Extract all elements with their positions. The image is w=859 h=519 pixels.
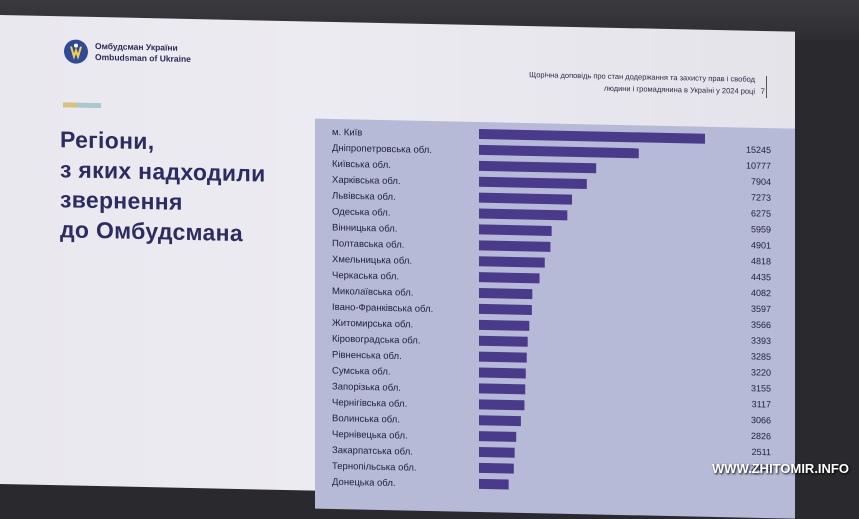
slide-title: Регіони, з яких надходили звернення до О… xyxy=(60,124,266,248)
value-label: 5959 xyxy=(751,224,771,234)
bar xyxy=(479,240,551,252)
bar xyxy=(479,192,573,205)
bar xyxy=(479,383,526,395)
bar xyxy=(479,319,530,331)
value-label: 3155 xyxy=(751,383,771,393)
category-label: Київська обл. xyxy=(332,159,391,171)
caption-divider xyxy=(766,76,767,99)
category-label: Полтавська обл. xyxy=(332,238,404,251)
value-label: 3285 xyxy=(751,351,771,361)
value-label: 2511 xyxy=(752,447,771,457)
report-caption: Щорічна доповідь про стан додержання та … xyxy=(529,69,767,99)
bar xyxy=(479,224,552,236)
bar xyxy=(479,272,540,284)
category-label: Чернівецька обл. xyxy=(332,429,408,442)
bar xyxy=(479,208,568,221)
accent-bar xyxy=(63,102,101,109)
page-number: 7 xyxy=(760,86,765,97)
value-label: 15245 xyxy=(746,145,771,156)
category-label: Донецька обл. xyxy=(332,477,396,489)
bar xyxy=(479,176,587,189)
category-label: Сумська обл. xyxy=(332,365,391,377)
bar xyxy=(479,462,514,474)
value-label: 3220 xyxy=(751,367,771,377)
logo-text: Омбудсман України Ombudsman of Ukraine xyxy=(95,41,191,65)
bar xyxy=(479,415,521,427)
slide-title-line1: Регіони, xyxy=(60,126,155,155)
accent-bar-blue xyxy=(77,102,101,109)
value-label: 4435 xyxy=(751,272,771,282)
bar xyxy=(479,303,532,316)
category-label: Чернігівська обл. xyxy=(332,397,407,410)
regions-bar-chart: м. Київ 15245 Дніпропетровська обл. 10777 Ки… xyxy=(332,127,771,490)
value-label: 3066 xyxy=(751,415,771,425)
category-label: Запорізька обл. xyxy=(332,381,401,393)
bar xyxy=(479,478,509,490)
bar xyxy=(479,351,527,363)
bar xyxy=(479,144,639,159)
category-label: Вінницька обл. xyxy=(332,222,397,234)
bar xyxy=(479,288,533,300)
category-label: Харківська обл. xyxy=(332,175,401,187)
category-label: Львівська обл. xyxy=(332,191,396,203)
bar xyxy=(479,335,528,347)
value-label: 4901 xyxy=(751,240,771,250)
category-label: Закарпатська обл. xyxy=(332,445,413,458)
category-label: Черкаська обл. xyxy=(332,270,399,282)
slide-title-line3: звернення xyxy=(60,186,183,215)
category-label: Хмельницька обл. xyxy=(332,254,412,267)
category-label: Тернопільська обл. xyxy=(332,461,417,474)
bar xyxy=(479,399,525,411)
bar xyxy=(479,160,597,174)
value-label: 10777 xyxy=(746,161,771,172)
ombudsman-logo: Омбудсман України Ombudsman of Ukraine xyxy=(63,38,191,67)
category-label: Дніпропетровська обл. xyxy=(332,143,432,156)
category-label: Миколаївська обл. xyxy=(332,286,413,299)
bar xyxy=(479,447,515,458)
value-label: 3597 xyxy=(751,304,771,314)
value-label: 2405 xyxy=(751,463,771,473)
logo-line-en: Ombudsman of Ukraine xyxy=(95,51,191,64)
bar xyxy=(479,129,705,144)
bar xyxy=(479,367,526,379)
value-label: 6275 xyxy=(751,208,771,218)
value-label: 7904 xyxy=(751,177,771,187)
value-label: 3393 xyxy=(751,336,771,346)
bar xyxy=(479,256,545,268)
category-label: Кіровоградська обл. xyxy=(332,334,420,347)
value-label: 2826 xyxy=(751,431,771,441)
category-label: м. Київ xyxy=(332,127,362,139)
watermark: WWW.ZHITOMIR.INFO xyxy=(712,461,849,476)
accent-bar-gold xyxy=(63,102,77,108)
presentation-slide: Омбудсман України Ombudsman of Ukraine Щ… xyxy=(0,15,795,519)
category-label: Волинська обл. xyxy=(332,413,400,425)
slide-title-line4: до Омбудсмана xyxy=(60,216,243,247)
ombudsman-logo-icon xyxy=(64,39,88,64)
value-label: 3566 xyxy=(751,320,771,330)
category-label: Івано-Франківська обл. xyxy=(332,302,433,315)
value-label: 3117 xyxy=(752,399,771,409)
value-label: 7273 xyxy=(751,192,771,202)
category-label: Одеська обл. xyxy=(332,206,390,218)
category-label: Рівненська обл. xyxy=(332,350,402,362)
category-label: Житомирська обл. xyxy=(332,318,413,331)
value-label: 4818 xyxy=(751,256,771,266)
slide-title-line2: з яких надходили xyxy=(60,156,266,187)
value-label: 4082 xyxy=(751,288,771,298)
bar xyxy=(479,431,517,442)
